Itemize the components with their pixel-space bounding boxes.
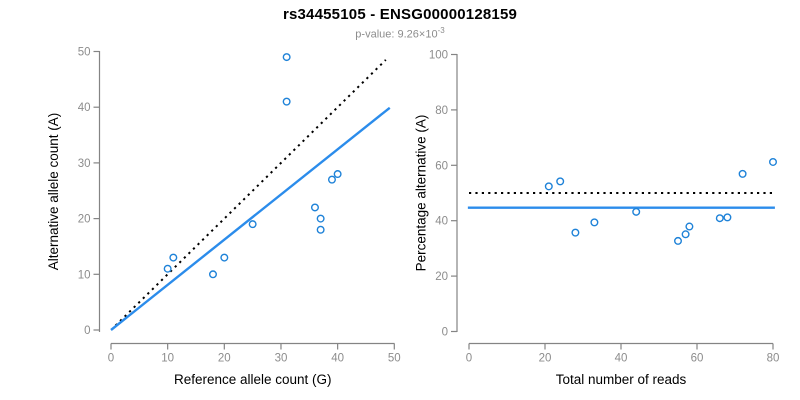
figure-title: rs34455105 - ENSG00000128159 xyxy=(282,6,518,23)
data-point xyxy=(333,170,342,179)
y-tick-label: 50 xyxy=(78,47,91,59)
data-point xyxy=(769,157,778,166)
data-point xyxy=(248,220,257,229)
y-tick-label: 20 xyxy=(78,214,91,226)
pvalue-label: p-value: xyxy=(355,28,395,41)
y-tick-label: 60 xyxy=(435,160,448,172)
y-tick-label: 0 xyxy=(84,325,90,337)
data-point xyxy=(220,253,229,262)
data-point xyxy=(674,236,683,245)
y-axis-title: Percentage alternative (A) xyxy=(414,115,429,272)
data-point xyxy=(681,230,690,239)
data-point xyxy=(282,53,291,62)
y-tick-label: 80 xyxy=(435,105,448,117)
plot-reads-vs-percentage: 0 20 40 60 80 100 0 20 40 60 80 Total number of rea… xyxy=(414,50,780,388)
x-tick-label: 80 xyxy=(767,353,780,365)
y-tick-label: 20 xyxy=(435,271,448,283)
fit-line xyxy=(110,106,391,331)
y-tick-label: 40 xyxy=(78,102,91,114)
data-point xyxy=(571,228,580,237)
plot-ref-vs-alt-counts: 0 10 20 30 40 50 0 10 20 30 40 50 Reference allele c… xyxy=(46,47,401,388)
y-axis-title: Alternative allele count (A) xyxy=(46,113,61,271)
data-point xyxy=(556,177,565,186)
data-point xyxy=(208,270,217,279)
data-point xyxy=(310,203,319,212)
pvalue-mantissa: 9.26×10 xyxy=(397,28,438,41)
data-point xyxy=(163,264,172,273)
data-point xyxy=(544,182,553,191)
x-tick-label: 20 xyxy=(539,353,552,365)
y-tick-label: 30 xyxy=(78,158,91,170)
x-tick-label: 30 xyxy=(275,353,288,365)
pvalue-exponent: -3 xyxy=(437,26,445,35)
data-point xyxy=(282,97,291,106)
data-point xyxy=(723,213,732,222)
x-axis-title: Reference allele count (G) xyxy=(174,372,332,387)
x-tick-label: 10 xyxy=(161,353,174,365)
data-point xyxy=(169,253,178,262)
x-tick-label: 40 xyxy=(331,353,344,365)
x-tick-label: 0 xyxy=(466,353,472,365)
identity-line xyxy=(114,59,387,327)
data-point xyxy=(590,218,599,227)
x-tick-label: 60 xyxy=(691,353,704,365)
data-point xyxy=(632,207,641,216)
y-tick-label: 40 xyxy=(435,216,448,228)
data-point xyxy=(715,214,724,223)
data-point xyxy=(327,175,336,184)
y-tick-label: 10 xyxy=(78,269,91,281)
x-axis-title: Total number of reads xyxy=(556,372,687,387)
data-point xyxy=(685,222,694,231)
y-tick-label: 100 xyxy=(429,50,448,62)
y-tick-label: 0 xyxy=(442,327,448,339)
data-point xyxy=(316,214,325,223)
data-point xyxy=(738,169,747,178)
x-tick-label: 40 xyxy=(615,353,628,365)
x-tick-label: 50 xyxy=(388,353,401,365)
figure-subtitle: p-value: 9.26×10-3 xyxy=(0,26,800,41)
x-tick-label: 20 xyxy=(218,353,231,365)
data-point xyxy=(316,225,325,234)
x-tick-label: 0 xyxy=(108,353,114,365)
